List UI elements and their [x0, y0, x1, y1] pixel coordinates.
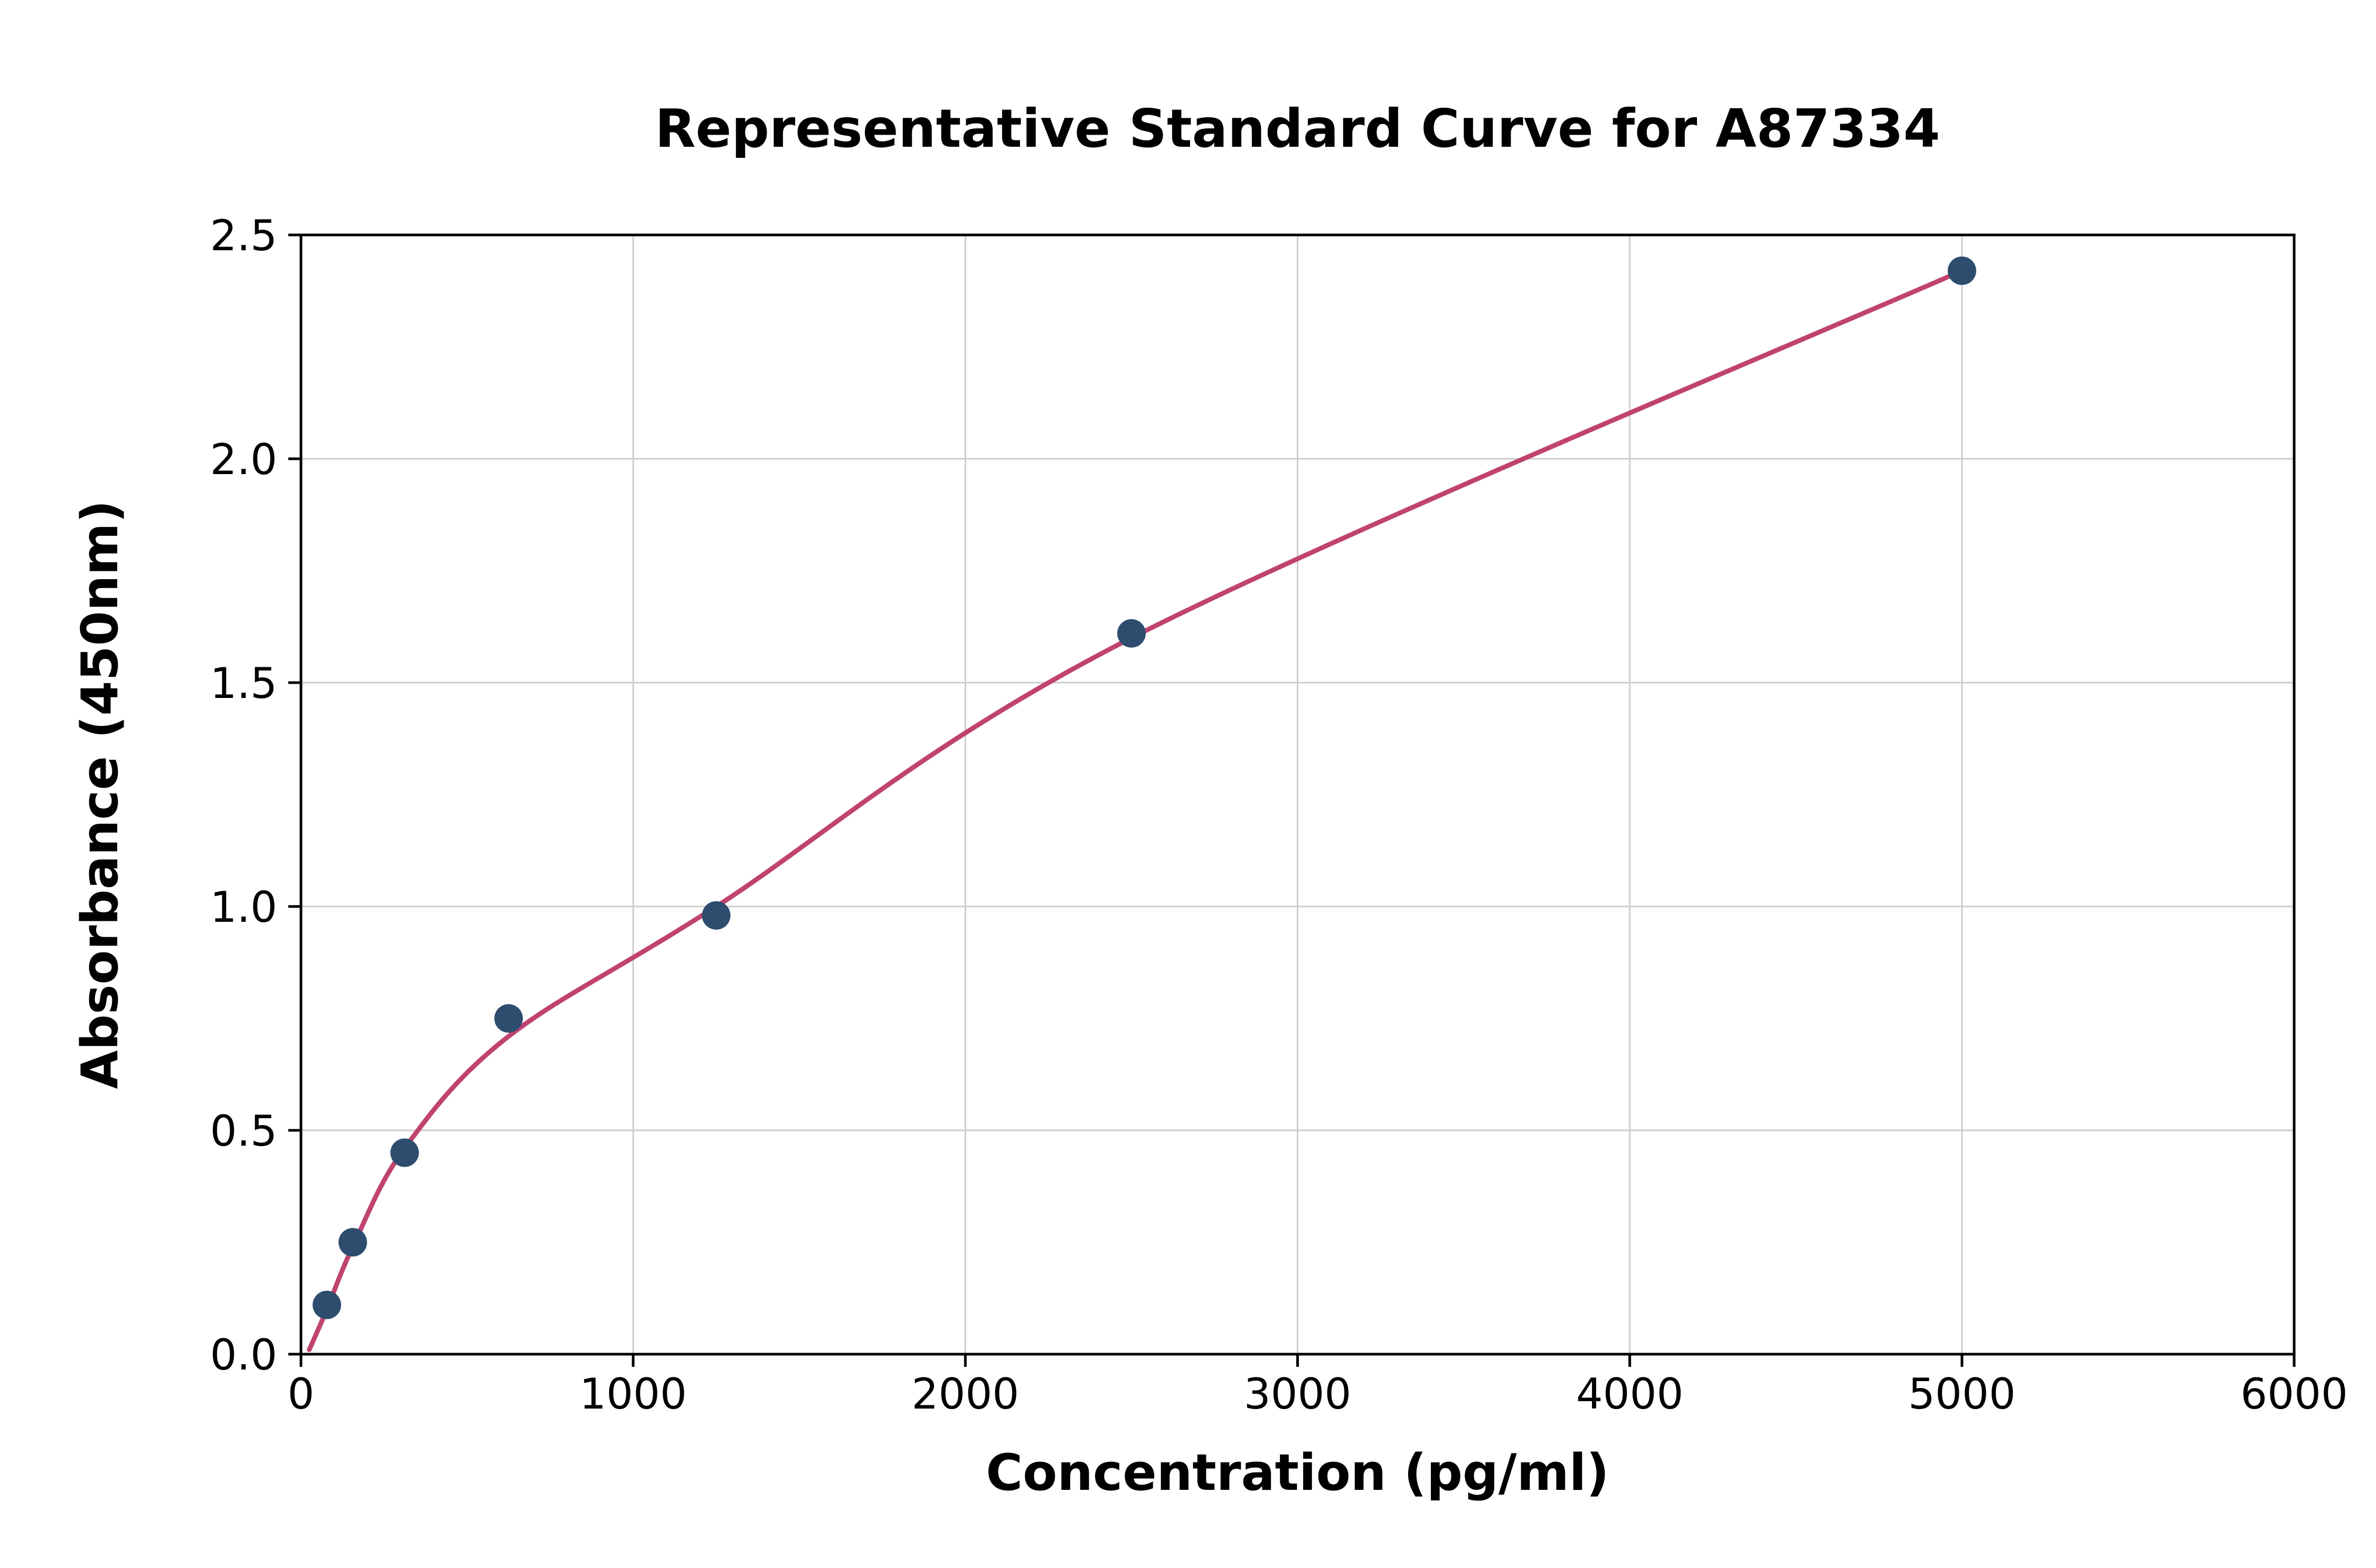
data-point [338, 1228, 367, 1257]
x-tick-label: 2000 [912, 1369, 1020, 1419]
x-tick-label: 0 [288, 1369, 315, 1419]
y-tick-label: 0.5 [210, 1107, 277, 1156]
y-tick-label: 0.0 [210, 1330, 277, 1380]
y-tick-label: 1.5 [210, 659, 277, 708]
x-tick-label: 6000 [2240, 1369, 2348, 1419]
data-point [1947, 256, 1976, 285]
x-axis-label: Concentration (pg/ml) [986, 1444, 1609, 1502]
x-tick-label: 1000 [579, 1369, 687, 1419]
x-tick-label: 5000 [1908, 1369, 2016, 1419]
y-axis-label: Absorbance (450nm) [71, 500, 129, 1089]
x-tick-label: 4000 [1576, 1369, 1684, 1419]
y-tick-label: 2.5 [210, 211, 277, 260]
y-tick-label: 1.0 [210, 883, 277, 932]
data-point [390, 1138, 419, 1167]
fit-curve [307, 268, 1965, 1352]
data-point [702, 901, 731, 930]
data-point [313, 1290, 342, 1319]
chart-title: Representative Standard Curve for A87334 [655, 98, 1940, 159]
data-point [494, 1004, 523, 1033]
x-tick-label: 3000 [1244, 1369, 1352, 1419]
y-tick-label: 2.0 [210, 435, 277, 484]
data-point [1117, 619, 1146, 648]
